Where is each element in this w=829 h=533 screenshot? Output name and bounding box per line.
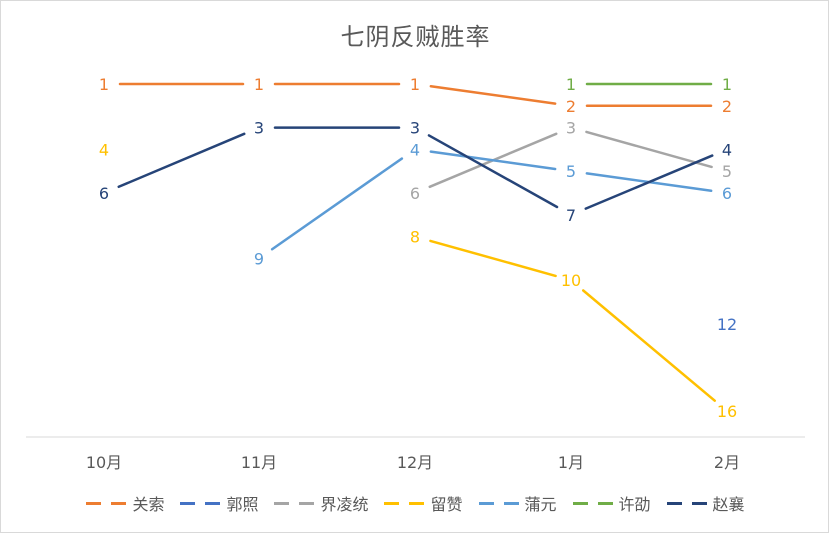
legend-swatch	[274, 501, 315, 505]
data-label: 1	[410, 75, 420, 94]
data-label: 7	[566, 206, 576, 225]
legend-item: 蒲元	[478, 491, 557, 515]
legend-swatch	[478, 501, 519, 505]
series-line-segment	[270, 157, 404, 251]
series-line-segment	[582, 289, 716, 402]
x-tick-label: 1月	[558, 453, 584, 472]
series-line-segment	[584, 154, 714, 210]
legend-swatch	[180, 501, 221, 505]
legend-swatch	[384, 501, 425, 505]
series-line-segment	[429, 84, 557, 105]
legend-label: 赵襄	[712, 495, 745, 514]
data-label: 4	[722, 140, 732, 159]
legend-item: 留赞	[384, 491, 463, 515]
series-line-segment	[429, 239, 557, 278]
data-label: 6	[99, 184, 109, 203]
legend-label: 蒲元	[524, 495, 557, 514]
x-tick-label: 11月	[241, 453, 277, 472]
x-tick-label: 10月	[86, 453, 122, 472]
data-label: 1	[254, 75, 264, 94]
series-line-segment	[429, 150, 557, 171]
chart-legend: 关索 郭照 界凌统 留赞 蒲元 许劭 赵襄	[1, 491, 828, 515]
data-label: 1	[722, 75, 732, 94]
legend-label: 关索	[132, 495, 165, 514]
legend-item: 界凌统	[274, 491, 368, 515]
series-line-segment	[585, 130, 713, 169]
data-label: 2	[722, 97, 732, 116]
data-label: 16	[717, 402, 737, 421]
data-label: 9	[254, 249, 264, 268]
legend-item: 许劭	[572, 491, 651, 515]
data-label: 3	[566, 119, 576, 138]
data-label: 4	[410, 140, 420, 159]
legend-label: 界凌统	[320, 495, 369, 514]
data-label: 1	[566, 75, 576, 94]
data-label: 6	[722, 184, 732, 203]
data-label: 6	[410, 184, 420, 203]
series-line-segment	[117, 132, 246, 189]
data-label: 2	[566, 97, 576, 116]
legend-label: 留赞	[430, 495, 463, 514]
x-tick-label: 12月	[397, 453, 433, 472]
chart-title: 七阴反贼胜率	[340, 23, 491, 51]
legend-swatch	[86, 501, 127, 505]
legend-swatch	[666, 501, 707, 505]
data-label: 8	[410, 228, 420, 247]
data-label: 4	[99, 140, 109, 159]
data-label: 12	[717, 315, 737, 334]
legend-item: 关索	[86, 491, 164, 515]
legend-label: 许劭	[618, 495, 651, 514]
data-label: 5	[722, 162, 732, 181]
legend-label: 郭照	[226, 495, 259, 514]
legend-swatch	[572, 501, 613, 505]
legend-item: 郭照	[180, 491, 258, 515]
data-label: 5	[566, 162, 576, 181]
data-label: 10	[561, 271, 581, 290]
data-label: 3	[410, 119, 420, 138]
data-label: 3	[254, 119, 264, 138]
series-line-segment	[427, 134, 559, 209]
x-tick-label: 2月	[714, 453, 740, 472]
legend-item: 赵襄	[666, 491, 745, 515]
data-label: 1	[99, 75, 109, 94]
